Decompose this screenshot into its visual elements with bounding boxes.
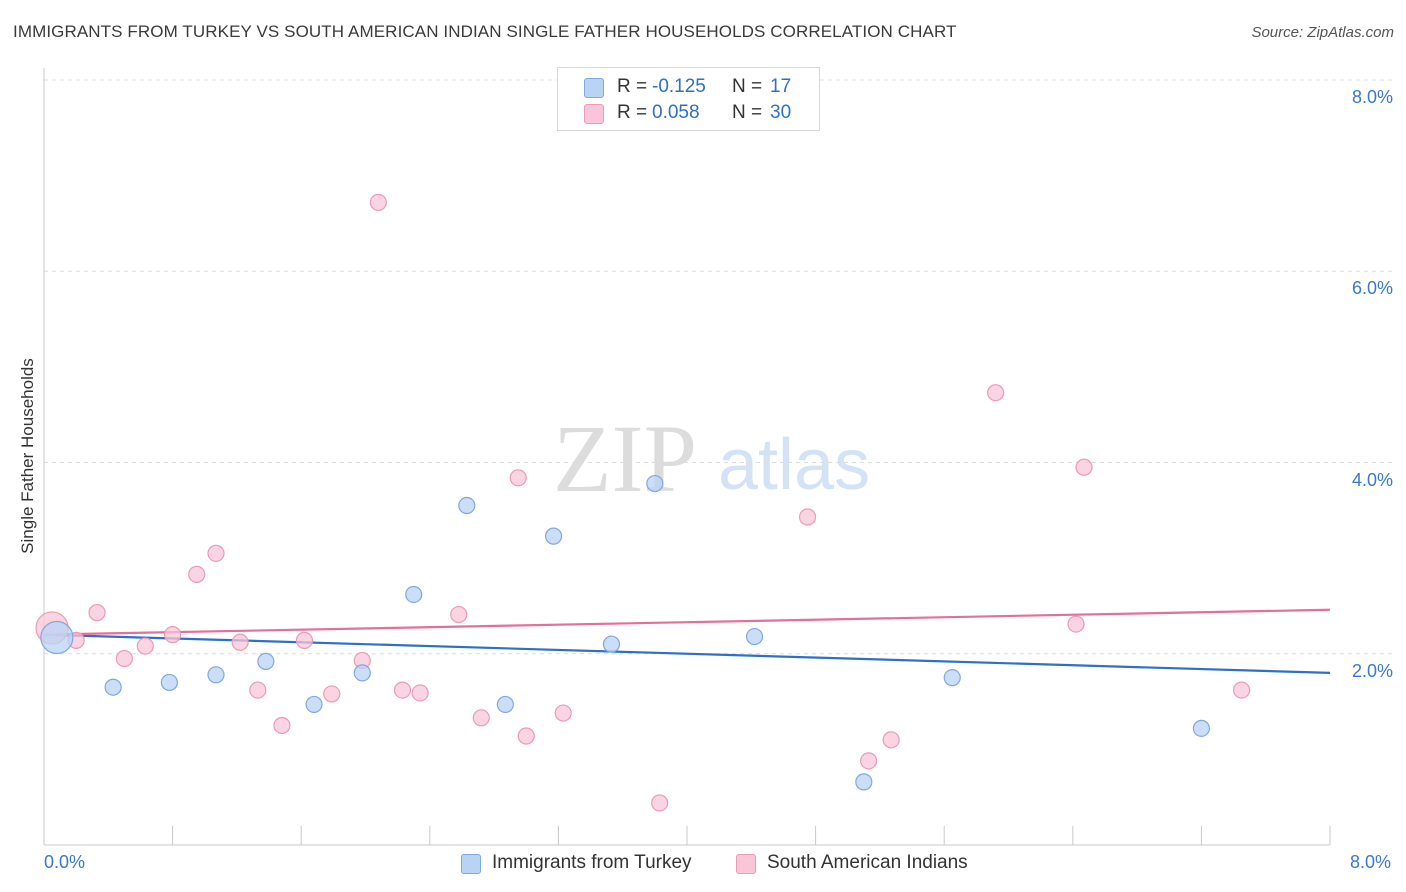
point-south-american-indians	[450, 605, 468, 624]
point-turkey	[496, 695, 514, 714]
legend-r-value: -0.125	[652, 76, 706, 97]
point-south-american-indians	[1075, 458, 1093, 476]
legend-r-label: R =	[617, 102, 648, 123]
source-credit: Source: ZipAtlas.com	[1251, 24, 1394, 41]
legend-r-label: R =	[617, 76, 648, 97]
watermark-atlas: atlas	[718, 425, 870, 505]
point-south-american-indians	[411, 684, 429, 702]
point-south-american-indians	[136, 637, 154, 655]
point-south-american-indians	[1232, 681, 1251, 699]
point-south-american-indians	[88, 604, 106, 622]
point-turkey	[40, 620, 74, 655]
gridlines	[44, 79, 1394, 655]
data-points	[35, 193, 1251, 812]
trend-line-turkey	[43, 633, 1331, 674]
point-south-american-indians	[472, 709, 490, 727]
axes	[43, 68, 1331, 846]
point-south-american-indians	[369, 193, 387, 211]
point-south-american-indians	[249, 681, 267, 699]
point-south-american-indians	[231, 633, 249, 651]
point-south-american-indians	[554, 704, 572, 722]
point-south-american-indians	[987, 384, 1005, 402]
point-turkey	[353, 664, 371, 682]
legend-swatch-pink	[584, 104, 604, 124]
bottom-legend-label: South American Indians	[767, 852, 968, 873]
legend-n-value: 30	[770, 102, 792, 123]
legend-n-value: 17	[770, 76, 792, 97]
legend-swatch-blue	[584, 78, 604, 98]
point-south-american-indians	[393, 681, 412, 699]
point-turkey	[305, 695, 323, 714]
watermark: ZIP atlas	[553, 405, 870, 512]
point-south-american-indians	[164, 626, 182, 644]
point-south-american-indians	[273, 716, 291, 735]
point-turkey	[104, 678, 122, 696]
legend-r-value: 0.058	[652, 102, 700, 123]
y-tick-label: 6.0%	[1351, 278, 1393, 299]
y-tick-label: 4.0%	[1351, 469, 1393, 490]
bottom-legend-swatch-blue	[461, 854, 481, 874]
y-tick-label: 8.0%	[1351, 87, 1393, 107]
point-south-american-indians	[188, 565, 206, 583]
point-south-american-indians	[1067, 615, 1085, 633]
point-turkey	[646, 474, 664, 493]
x-axis-max-label: 8.0%	[1350, 852, 1392, 872]
point-south-american-indians	[882, 731, 900, 749]
point-south-american-indians	[115, 649, 133, 668]
point-turkey	[855, 773, 873, 791]
bottom-legend-label: Immigrants from Turkey	[492, 852, 692, 873]
point-south-american-indians	[207, 544, 225, 562]
point-south-american-indians	[860, 752, 878, 770]
point-turkey	[207, 666, 225, 684]
point-south-american-indians	[798, 508, 817, 526]
point-turkey	[745, 627, 764, 646]
point-south-american-indians	[517, 727, 535, 745]
legend-n-label: N =	[732, 102, 763, 123]
point-south-american-indians	[295, 631, 314, 649]
point-turkey	[1192, 719, 1211, 737]
point-south-american-indians	[651, 794, 669, 812]
point-south-american-indians	[509, 469, 527, 487]
legend-n-label: N =	[732, 76, 763, 97]
point-turkey	[405, 585, 423, 604]
point-turkey	[602, 635, 621, 653]
chart-title: IMMIGRANTS FROM TURKEY VS SOUTH AMERICAN…	[13, 22, 957, 41]
point-turkey	[458, 496, 476, 515]
point-turkey	[257, 652, 275, 671]
trend-lines	[43, 608, 1331, 674]
watermark-zip: ZIP	[553, 405, 697, 512]
x-axis-min-label: 0.0%	[44, 852, 86, 872]
correlation-legend: R = -0.125 N = 17 R = 0.058 N = 30	[557, 67, 820, 131]
point-turkey	[160, 673, 178, 692]
trend-line-south-american-indians	[43, 608, 1331, 636]
y-tick-label: 2.0%	[1351, 660, 1393, 681]
point-turkey	[943, 669, 961, 687]
point-turkey	[544, 527, 563, 545]
point-south-american-indians	[323, 685, 341, 703]
bottom-legend-swatch-pink	[736, 854, 756, 874]
